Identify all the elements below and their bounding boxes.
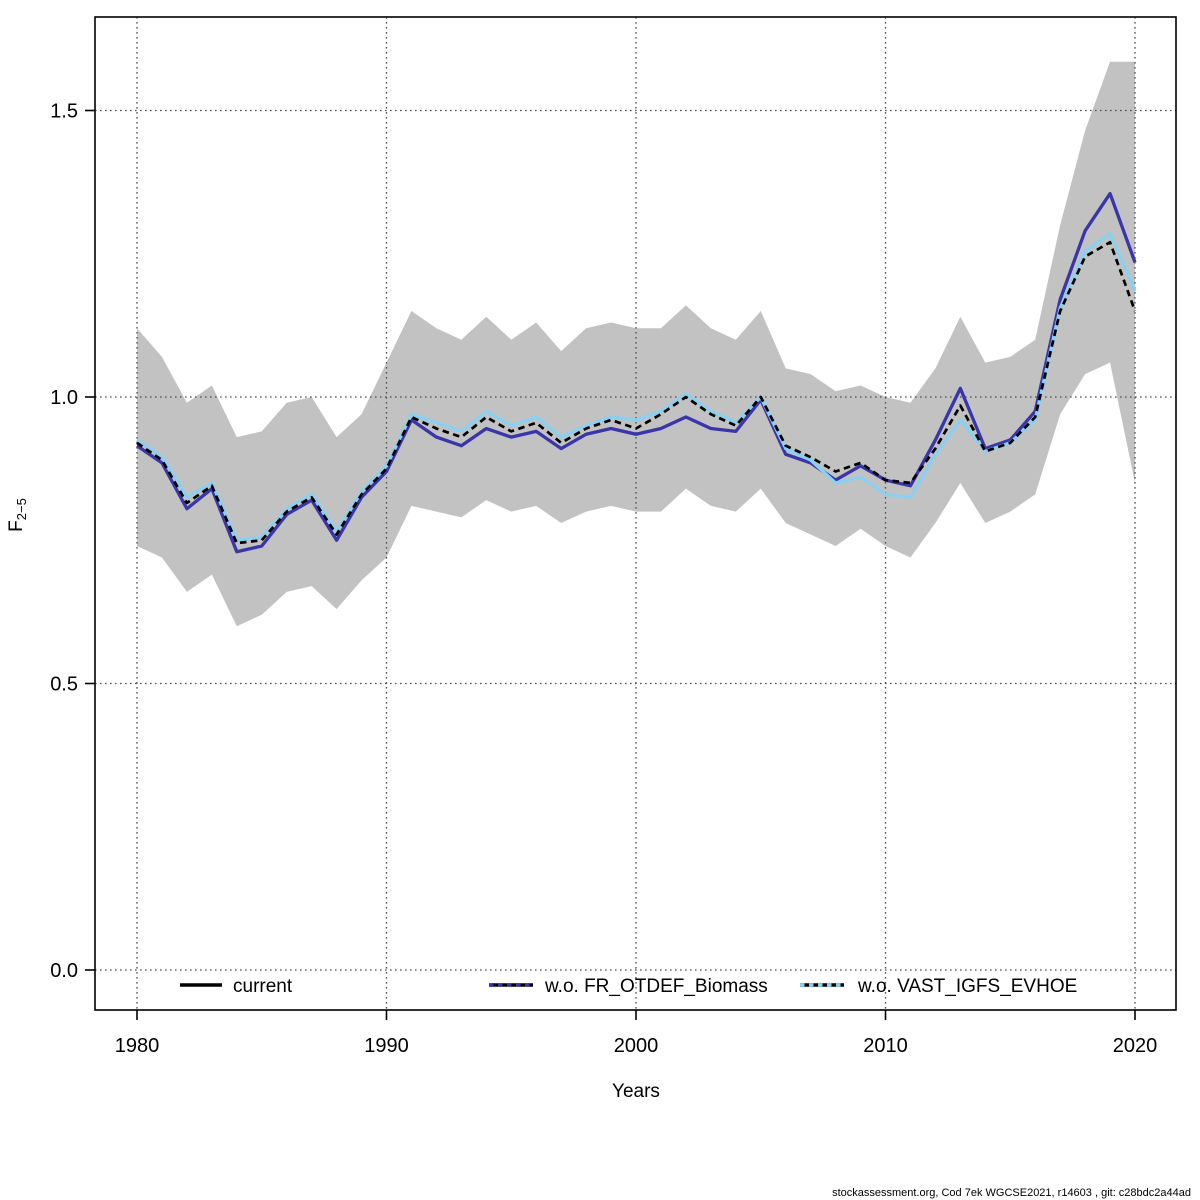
- legend: current w.o. FR_OTDEF_Biomass w.o. VAST_…: [180, 976, 1077, 997]
- series-line-vast-igfs-evhoe: [136, 232, 1137, 542]
- y-axis-title: F2−5: [6, 498, 29, 532]
- y-tick-label: 0.5: [50, 674, 78, 696]
- series-line-fr-otdef-biomass: [136, 191, 1137, 554]
- series-line-current: [136, 240, 1137, 545]
- x-tick-label: 2010: [863, 1035, 908, 1057]
- y-axis-title-base: F: [6, 520, 27, 532]
- x-tick-label: 2020: [1113, 1035, 1158, 1057]
- x-tick-label: 2000: [614, 1035, 659, 1057]
- x-tick-label: 1990: [364, 1035, 409, 1057]
- axes: 1980 1990 2000 2010 2020 0.0 0.5 1.0 1.5: [50, 101, 1157, 1058]
- confidence-band: [137, 61, 1135, 627]
- x-tick-label: 1980: [115, 1035, 160, 1057]
- confidence-band-area: [137, 61, 1135, 627]
- series-lines: [136, 191, 1137, 554]
- y-tick-label: 1.5: [50, 101, 78, 123]
- footer-credit: stockassessment.org, Cod 7ek WGCSE2021, …: [832, 1187, 1191, 1199]
- legend-label-current: current: [233, 976, 293, 997]
- y-tick-label: 1.0: [50, 387, 78, 409]
- y-axis-title-subscript: 2−5: [14, 498, 29, 520]
- x-axis-title: Years: [612, 1081, 660, 1102]
- gridlines: [95, 17, 1176, 1010]
- legend-label-vast-igfs-evhoe: w.o. VAST_IGFS_EVHOE: [857, 976, 1077, 997]
- y-tick-label: 0.0: [50, 960, 78, 982]
- legend-label-fr-otdef-biomass: w.o. FR_OTDEF_Biomass: [544, 976, 768, 997]
